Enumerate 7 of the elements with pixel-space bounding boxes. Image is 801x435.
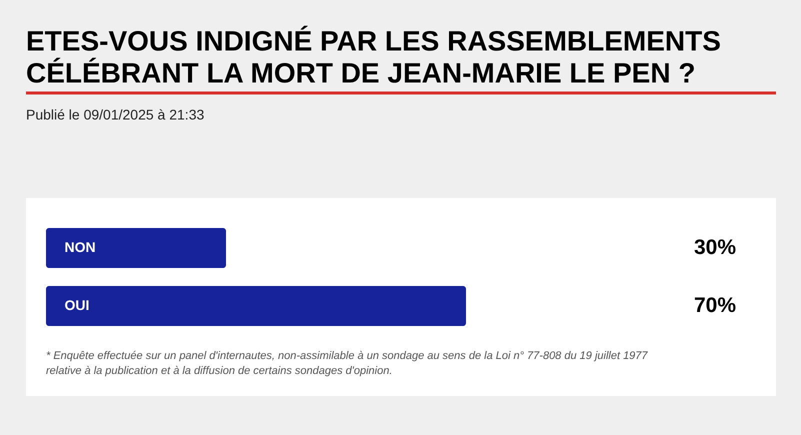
y-tick-label: OUI xyxy=(64,297,90,313)
data-label: 30% xyxy=(694,236,736,259)
chart-subtitle: Publié le 09/01/2025 à 21:33 xyxy=(26,106,204,122)
y-tick-label: NON xyxy=(64,239,96,255)
text: * Enquête effectuée sur un panel d'internautes, non-assimilable à un sondage au sens de la Loi n° 77-808 du 19 juillet 1977 relative à la publication et à la diffusion de certains sondages d'opinion. xyxy=(46,350,648,377)
data-label: 70% xyxy=(694,294,736,317)
chart-title: ETES-VOUS INDIGNÉ PAR LES RASSEMBLEMENTS CÉLÉBRANT LA MORT DE JEAN-MARIE LE PEN ? xyxy=(26,26,721,88)
